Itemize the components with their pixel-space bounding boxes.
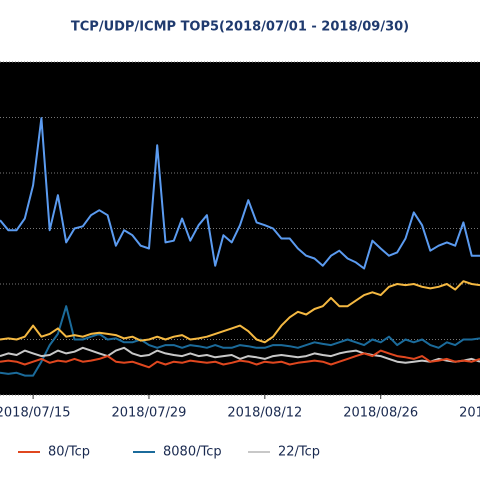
x-tick-label: 2018/07/15: [0, 406, 71, 421]
chart-title: TCP/UDP/ICMP TOP5(2018/07/01 - 2018/09/3…: [71, 20, 409, 35]
series-line: [0, 346, 480, 364]
x-tick-label: 2018/08/12: [227, 406, 302, 421]
legend-label: 80/Tcp: [48, 445, 90, 460]
series-line: [0, 280, 480, 344]
x-tick-label: 2018/07/29: [111, 406, 186, 421]
series-line: [0, 349, 480, 369]
series-line: [0, 117, 480, 270]
x-tick-label: 2018/08/26: [343, 406, 418, 421]
series-line: [0, 305, 480, 377]
x-tick-label: 2018/09/09: [459, 406, 480, 421]
legend-label: 22/Tcp: [278, 445, 320, 460]
legend-label: 8080/Tcp: [163, 445, 222, 460]
